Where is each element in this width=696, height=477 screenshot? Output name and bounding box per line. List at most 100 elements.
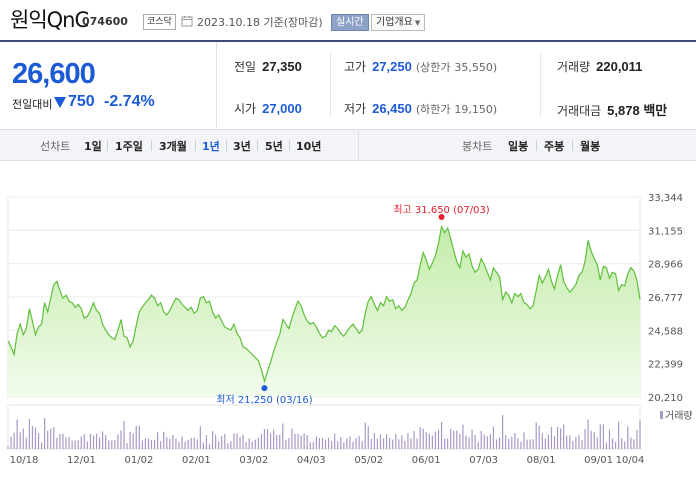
prev-change-label: 전일대비 [12,98,53,111]
tab-weekly-candle[interactable]: 주봉 [544,140,565,153]
volume-bar [233,433,235,449]
high-cell: 고가 27,250 (상한가 35,550) [344,58,497,75]
volume-bar [135,425,137,449]
volume-value: 220,011 [596,59,643,74]
volume-bar [260,433,263,449]
volume-bar [556,426,559,449]
volume-bar [202,442,205,449]
tab-1year[interactable]: 1년 [202,140,220,153]
volume-bar [471,429,473,449]
y-axis-labels: 33,344 31,155 28,966 26,777 24,588 22,399 20,2… [648,193,683,404]
volume-bar [425,432,427,449]
volume-bar [187,439,189,449]
volume-bar [636,429,638,449]
volume-bar [196,439,198,449]
volume-bar [269,433,272,449]
volume-bar [230,441,232,449]
volume-bar [22,428,24,449]
volume-bar [86,441,88,449]
x-tick-label: 04/03 [297,455,326,466]
volume-bar [80,436,82,449]
volume-bar [279,434,281,449]
volume-bar [563,424,565,449]
realtime-button[interactable]: 실시간 [331,14,369,31]
tab-daily-candle[interactable]: 일봉 [508,140,529,153]
tab-1week[interactable]: 1주일 [115,140,143,153]
volume-bar [102,431,104,449]
volume-bar [190,437,192,449]
tab-1day[interactable]: 1일 [84,140,102,153]
volume-bar [321,437,324,449]
volume-bar [416,438,418,449]
volume-bar [157,432,159,449]
volume-bar [215,434,217,449]
volume-bar [382,438,385,449]
volume-bar [447,438,449,449]
volume-bar [373,433,375,449]
volume-bar [34,427,37,449]
volume-bar [92,435,95,449]
volume-bar [263,429,266,449]
calendar-icon [181,16,193,27]
volume-bar [401,435,403,449]
volume-bar [132,433,134,449]
volume-bar [68,437,70,449]
tab-3month[interactable]: 3개월 [159,140,187,153]
volume-bar [117,434,119,449]
volume-bar [16,419,18,449]
tab-3year[interactable]: 3년 [233,140,251,153]
volume-bar [138,425,140,449]
tab-10year[interactable]: 10년 [296,140,322,153]
volume-bar [553,436,556,449]
price-area-fill [8,226,640,397]
low-value: 26,450 [372,101,412,116]
company-info-dropdown[interactable]: 기업개요 ▼ [371,14,426,31]
volume-bars: 거래량 [7,404,693,450]
tab-divider [151,140,152,151]
volume-bar [144,438,146,449]
volume-bar [141,440,143,449]
upper-limit-label: (상한가 [415,61,451,74]
volume-bar [459,434,461,449]
volume-bar [245,442,247,449]
y-tick-label: 24,588 [648,326,683,337]
low-cell: 저가 26,450 (하한가 19,150) [344,100,497,117]
volume-bar [392,439,394,449]
prev-close-label: 전일 [234,60,257,74]
price-summary: 26,600 전일대비 750 -2.74% 전일 27,350 시가 27,000… [0,40,696,130]
volume-bar [71,440,73,449]
tab-5year[interactable]: 5년 [265,140,283,153]
volume-bar [605,442,608,449]
volume-bar [291,428,293,449]
volume-bar [83,434,85,449]
volume-bar [108,440,110,449]
volume-bar [535,422,537,449]
volume-bar [407,433,409,449]
volume-bar [44,418,46,449]
volume-bar [59,433,61,449]
tab-monthly-candle[interactable]: 월봉 [580,140,601,153]
volume-bar [19,432,21,449]
change-value: 750 [68,93,95,110]
min-point-dot [261,385,268,392]
volume-bar [566,435,568,449]
volume-bar [184,441,186,449]
volume-bar [163,431,165,449]
volume-bar [517,438,519,449]
volume-bar [456,430,458,449]
tab-divider [107,140,108,151]
x-tick-label: 03/02 [239,455,268,466]
upper-limit-value: 35,550) [454,61,498,74]
volume-bar [404,440,406,449]
volume-bar [633,439,635,449]
price-chart[interactable]: 33,344 31,155 28,966 26,777 24,588 22,399 20,2… [0,160,696,477]
current-price-panel: 26,600 전일대비 750 -2.74% [0,42,217,128]
volume-bar [593,432,595,449]
volume-bar [486,436,488,449]
volume-bar [639,420,641,449]
volume-bar [349,436,351,449]
stock-code: 074600 [82,15,128,28]
change-percent: -2.74% [104,93,155,110]
volume-bar [303,433,305,449]
chart-markers: 최고 31,650 (07/03) 최저 21,250 (03/16) [216,204,490,406]
